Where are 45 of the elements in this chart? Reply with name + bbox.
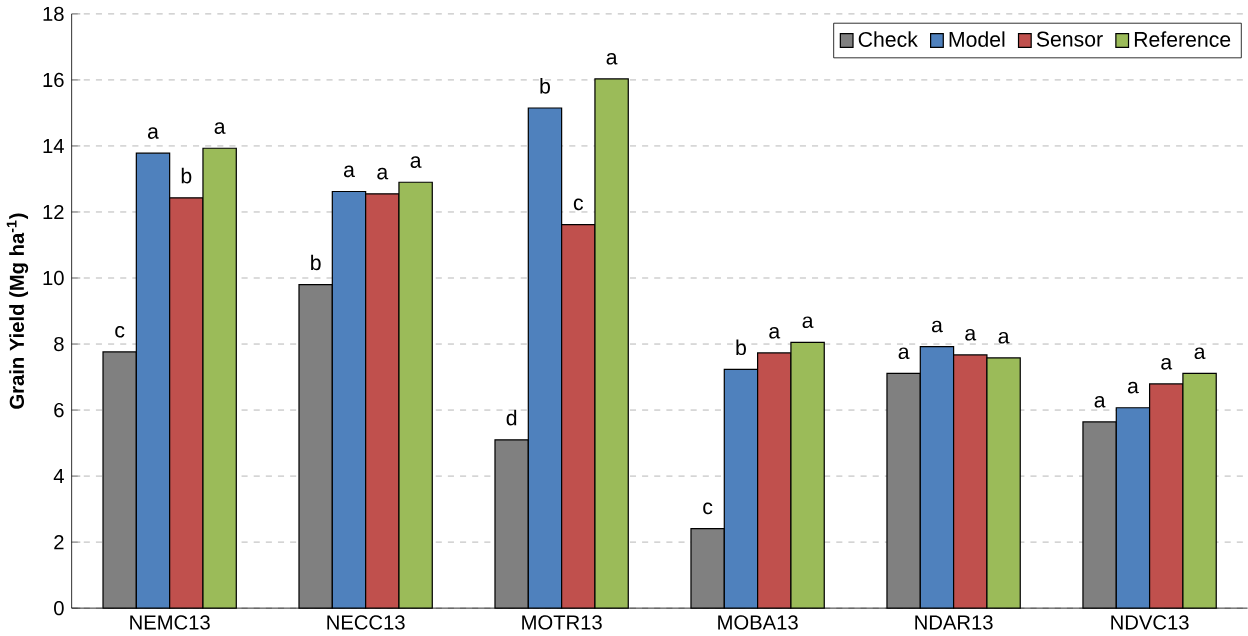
- x-tick-label: NEMC13: [130, 615, 210, 630]
- data-label: b: [540, 77, 550, 94]
- y-tick-label: 4: [53, 468, 64, 483]
- data-label: a: [802, 316, 814, 328]
- y-axis-title: Grain Yield (Mg ha$^{-1}$): [6, 213, 29, 409]
- data-label: b: [311, 254, 321, 271]
- y-tick-label: 12: [43, 204, 64, 219]
- data-label: a: [898, 347, 910, 359]
- legend-label: Sensor: [1036, 31, 1103, 47]
- y-tick-label: 16: [43, 72, 64, 87]
- y-tick-label: 10: [43, 270, 64, 285]
- data-label: a: [998, 331, 1010, 344]
- data-label: b: [181, 167, 192, 184]
- x-tick-label: MOTR13: [522, 615, 602, 630]
- data-label: a: [931, 320, 943, 333]
- data-label: c: [573, 198, 584, 211]
- y-tick-label: 0: [54, 600, 64, 616]
- x-tick-label: NDAR13: [915, 615, 993, 630]
- y-tick-label: 2: [54, 534, 64, 549]
- x-tick-label: NECC13: [327, 615, 405, 630]
- data-label: a: [147, 127, 159, 139]
- data-label: a: [606, 52, 618, 65]
- x-tick-label: NDVC13: [1111, 615, 1189, 630]
- y-tick-label: 6: [54, 402, 64, 418]
- legend-label: Model: [949, 31, 1005, 47]
- data-label: c: [703, 502, 713, 515]
- data-label: a: [1194, 347, 1206, 359]
- data-label: a: [214, 122, 226, 134]
- data-label: a: [769, 326, 781, 339]
- y-tick-label: 14: [43, 138, 64, 153]
- data-label: a: [343, 165, 355, 177]
- data-label: a: [410, 156, 422, 168]
- legend-label: Check: [858, 31, 918, 47]
- y-tick-label: 18: [43, 6, 64, 21]
- data-label: a: [1161, 357, 1173, 370]
- legend-label: Reference: [1134, 31, 1231, 47]
- data-label: a: [1094, 395, 1106, 408]
- data-label: c: [115, 325, 125, 338]
- data-label: a: [965, 328, 977, 341]
- data-label: a: [1127, 381, 1139, 394]
- data-label: b: [736, 339, 746, 355]
- data-label: d: [506, 409, 517, 426]
- y-tick-label: 8: [54, 336, 64, 352]
- x-tick-label: MOBA13: [718, 615, 798, 630]
- data-label: a: [377, 167, 389, 180]
